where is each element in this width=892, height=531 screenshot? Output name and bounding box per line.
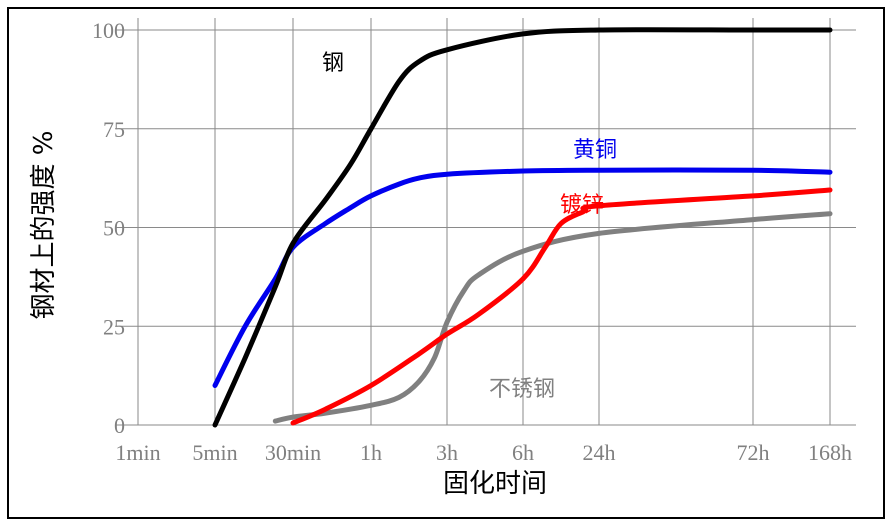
chart-border	[7, 7, 885, 519]
y-tick-label: 100	[92, 18, 125, 43]
x-tick-label: 6h	[512, 440, 534, 465]
y-axis-title: 钢材上的强度 %	[29, 131, 59, 320]
series-label-stainless: 不锈钢	[489, 377, 555, 402]
y-tick-label: 0	[114, 413, 125, 438]
x-tick-label: 1h	[360, 440, 382, 465]
y-tick-label: 75	[103, 117, 125, 142]
series-lines	[212, 27, 833, 428]
series-line-steel	[212, 27, 833, 428]
x-tick-label: 72h	[737, 440, 770, 465]
x-tick-label: 30min	[265, 440, 321, 465]
series-label-brass: 黄铜	[573, 138, 617, 163]
y-tick-label: 50	[103, 216, 125, 241]
series-label-steel: 钢	[322, 51, 344, 76]
x-axis-title: 固化时间	[443, 469, 547, 499]
series-line-stainless	[272, 211, 833, 424]
grid-lines	[115, 18, 856, 426]
x-tick-label: 3h	[436, 440, 458, 465]
y-tick-labels: 0 25 50 75 100	[92, 18, 125, 438]
x-tick-label: 1min	[115, 440, 160, 465]
x-tick-label: 5min	[192, 440, 237, 465]
x-tick-labels: 1min 5min 30min 1h 3h 6h 24h 72h 168h	[115, 440, 852, 465]
x-tick-label: 24h	[583, 440, 616, 465]
series-line-galvanized	[290, 187, 833, 426]
series-label-galvanized: 镀锌	[560, 193, 604, 218]
y-tick-label: 25	[103, 314, 125, 339]
x-tick-label: 168h	[808, 440, 852, 465]
